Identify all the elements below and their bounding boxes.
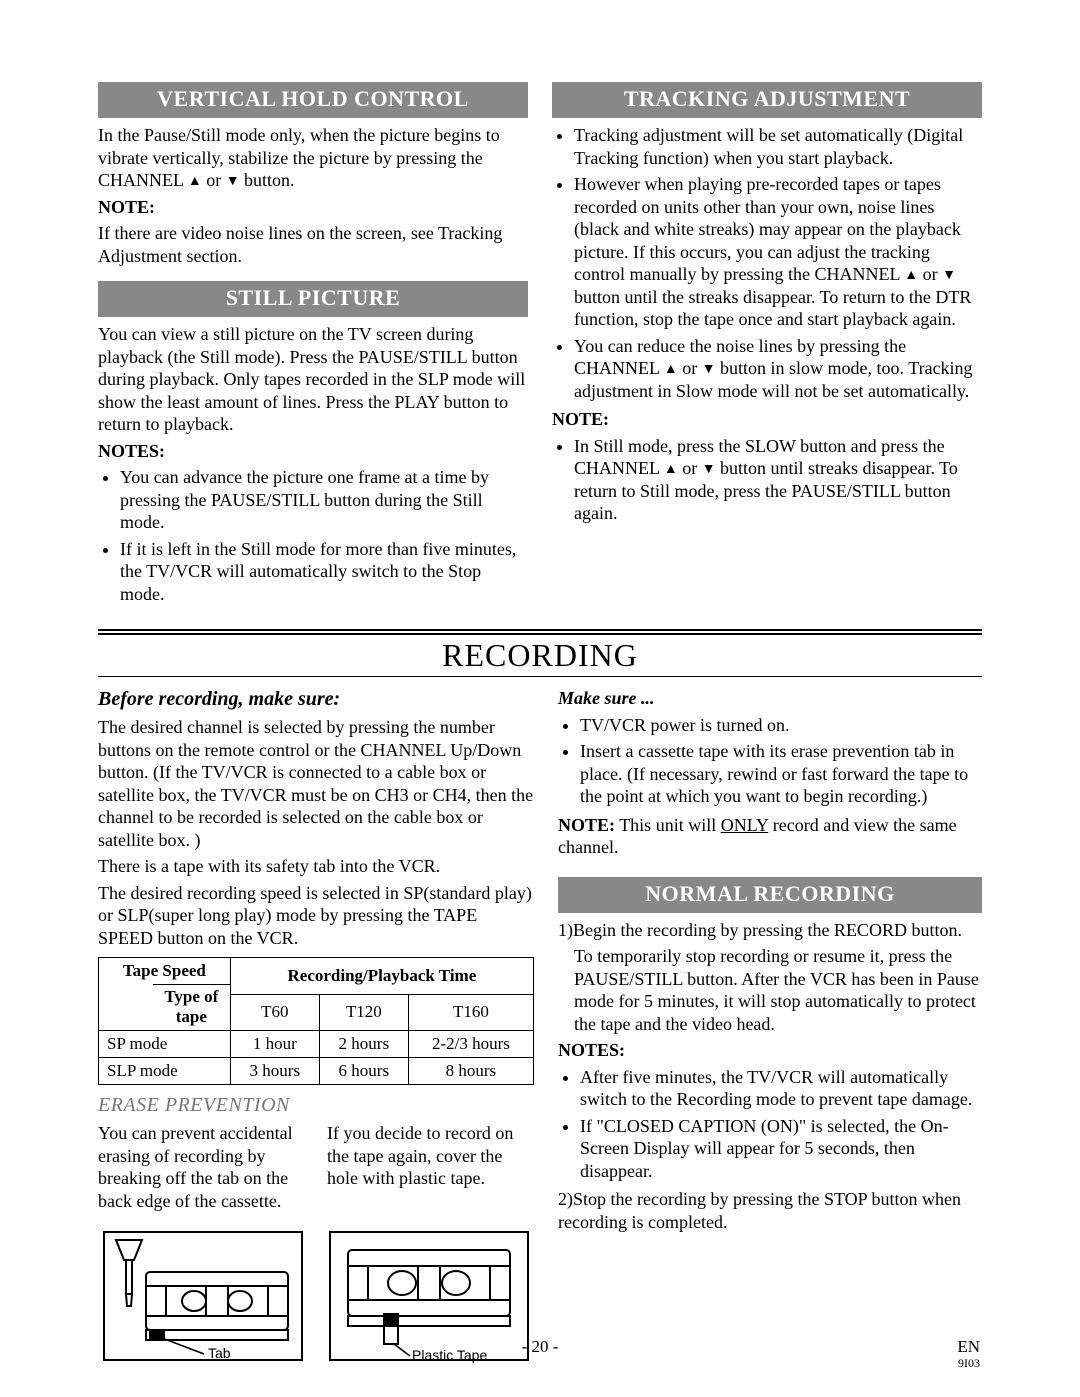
make-sure-list: TV/VCR power is turned on. Insert a cass… [558,714,982,808]
up-icon: ▲ [904,267,918,285]
heading-normal-recording: NORMAL RECORDING [558,877,982,913]
list-item: You can reduce the noise lines by pressi… [574,335,982,403]
vertical-hold-note: If there are video noise lines on the sc… [98,222,528,267]
table-cell: 8 hours [408,1058,533,1085]
th-tape-speed-label: Tape Speed [107,961,222,981]
normal-rec-step1: 1)Begin the recording by pressing the RE… [558,919,982,942]
up-icon: ▲ [664,461,678,479]
recording-col-right: Make sure ... TV/VCR power is turned on.… [558,683,982,1366]
heading-vertical-hold: VERTICAL HOLD CONTROL [98,82,528,118]
normal-rec-notes: After five minutes, the TV/VCR will auto… [558,1066,982,1183]
tape-speed-table: Tape Speed Type of tape Recording/Playba… [98,957,534,1085]
still-picture-notes: You can advance the picture one frame at… [98,466,528,605]
normal-rec-step1b: To temporarily stop recording or resume … [558,945,982,1035]
up-icon: ▲ [664,361,678,379]
erase-prevention-subhead: ERASE PREVENTION [98,1093,534,1118]
notes-label: NOTES: [558,1039,982,1062]
page-code: 9I03 [958,1356,980,1371]
upper-columns: VERTICAL HOLD CONTROL In the Pause/Still… [98,82,982,611]
tracking-note-list: In Still mode, press the SLOW button and… [552,435,982,525]
before-rec-p2: There is a tape with its safety tab into… [98,855,534,878]
erase-p2: If you decide to record on the tape agai… [327,1122,534,1190]
th-rec-time: Recording/Playback Time [230,958,533,995]
heading-recording: RECORDING [442,637,638,673]
list-item: Tracking adjustment will be set automati… [574,124,982,169]
table-cell: T120 [319,994,408,1031]
list-item: If it is left in the Still mode for more… [120,538,528,606]
table-cell: T60 [230,994,319,1031]
down-icon: ▼ [702,461,716,479]
lower-columns: Before recording, make sure: The desired… [98,683,982,1366]
recording-col-left: Before recording, make sure: The desired… [98,683,534,1366]
up-icon: ▲ [188,173,202,191]
down-icon: ▼ [226,173,240,191]
note-label: NOTE: [98,196,528,219]
heading-still-picture: STILL PICTURE [98,281,528,317]
table-cell: SP mode [99,1031,231,1058]
table-cell: 6 hours [319,1058,408,1085]
vertical-hold-text: In the Pause/Still mode only, when the p… [98,124,528,192]
th-type-of-tape: Type of tape [153,984,230,1027]
page-lang: EN [957,1337,980,1357]
before-recording-subhead: Before recording, make sure: [98,687,534,712]
note-label: NOTE: [552,408,982,431]
tracking-bullets: Tracking adjustment will be set automati… [552,124,982,402]
list-item: However when playing pre-recorded tapes … [574,173,982,331]
table-row: SLP mode 3 hours 6 hours 8 hours [99,1058,534,1085]
notes-label: NOTES: [98,440,528,463]
table-cell: 2 hours [319,1031,408,1058]
table-cell: 3 hours [230,1058,319,1085]
divider [98,629,982,631]
list-item: In Still mode, press the SLOW button and… [574,435,982,525]
down-icon: ▼ [702,361,716,379]
before-rec-p1: The desired channel is selected by press… [98,716,534,851]
col-left: VERTICAL HOLD CONTROL In the Pause/Still… [98,82,528,611]
normal-rec-step2: 2)Stop the recording by pressing the STO… [558,1188,982,1233]
list-item: If "CLOSED CAPTION (ON)" is selected, th… [580,1115,982,1183]
table-row: Tape Speed Type of tape Recording/Playba… [99,958,534,995]
still-picture-text: You can view a still picture on the TV s… [98,323,528,436]
note-only-line: NOTE: This unit will ONLY record and vie… [558,814,982,859]
before-rec-p3: The desired recording speed is selected … [98,882,534,950]
th-tape-speed: Tape Speed Type of tape [99,958,231,1031]
list-item: Insert a cassette tape with its erase pr… [580,740,982,808]
down-icon: ▼ [942,267,956,285]
recording-title-block: RECORDING [98,629,982,677]
col-right: TRACKING ADJUSTMENT Tracking adjustment … [552,82,982,611]
make-sure-subhead: Make sure ... [558,687,982,710]
table-row: SP mode 1 hour 2 hours 2-2/3 hours [99,1031,534,1058]
table-cell: SLP mode [99,1058,231,1085]
erase-p1: You can prevent accidental erasing of re… [98,1122,305,1212]
page-number: - 20 - [0,1337,1080,1357]
recording-title-line: RECORDING [98,633,982,677]
table-cell: 2-2/3 hours [408,1031,533,1058]
manual-page: VERTICAL HOLD CONTROL In the Pause/Still… [0,0,1080,1397]
list-item: After five minutes, the TV/VCR will auto… [580,1066,982,1111]
heading-tracking: TRACKING ADJUSTMENT [552,82,982,118]
table-cell: 1 hour [230,1031,319,1058]
list-item: You can advance the picture one frame at… [120,466,528,534]
list-item: TV/VCR power is turned on. [580,714,982,737]
erase-columns: You can prevent accidental erasing of re… [98,1122,534,1216]
table-cell: T160 [408,994,533,1031]
